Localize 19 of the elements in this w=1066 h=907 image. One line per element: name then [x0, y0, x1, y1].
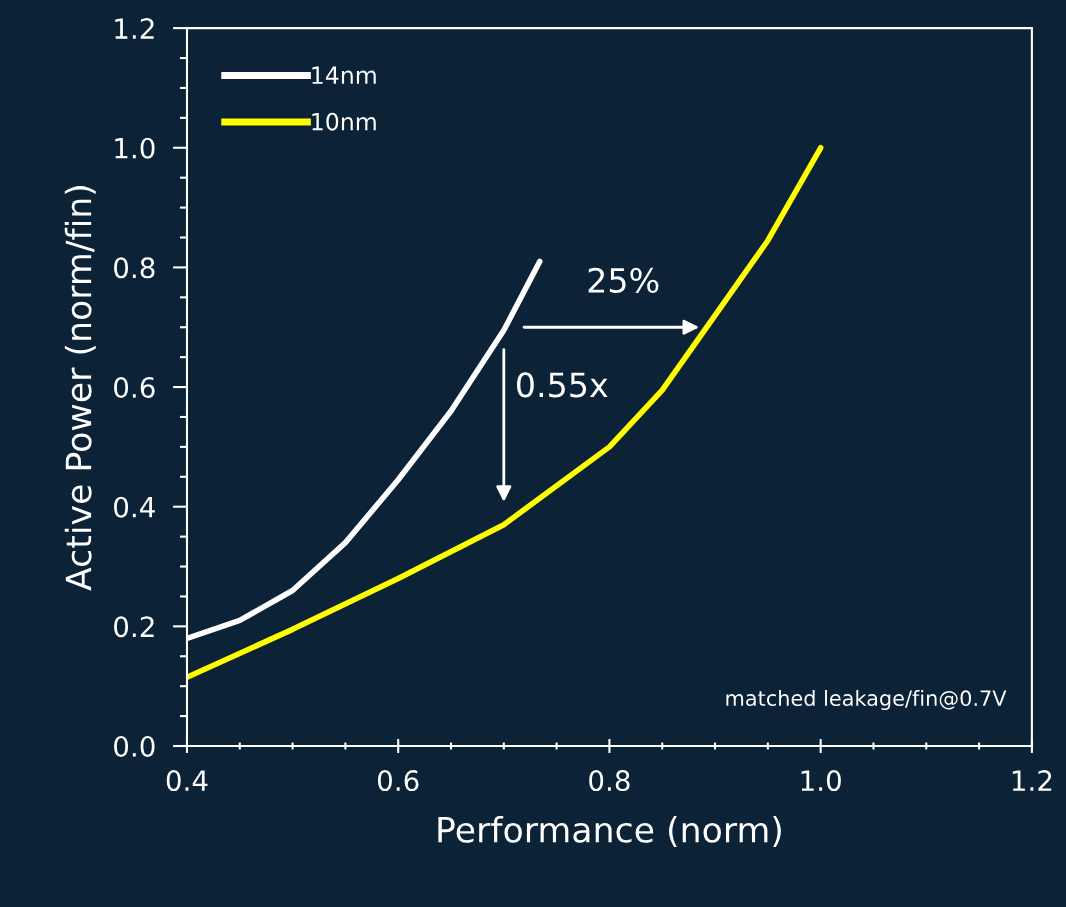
y-tick-label: 0.4 — [114, 496, 155, 518]
annotation: 0.55x — [517, 372, 608, 398]
y-tick-label: 0.2 — [114, 616, 154, 638]
annotation: 25% — [588, 267, 659, 293]
y-tick-label: 1.2 — [115, 18, 154, 39]
x-tick-label: 0.8 — [589, 770, 630, 792]
x-axis-title: Performance (norm) — [438, 815, 781, 847]
x-tick-label: 1.2 — [1012, 770, 1052, 791]
y-tick-label: 1.0 — [115, 137, 155, 159]
y-tick-label: 0.6 — [114, 377, 155, 399]
y-axis-title: Active Power (norm/fin) — [64, 186, 96, 591]
legend-label: 10nm — [312, 112, 376, 131]
annotation: matched leakage/fin@0.7V — [726, 689, 1007, 711]
x-tick-label: 0.6 — [377, 770, 419, 792]
legend-label: 14nm — [312, 66, 376, 84]
x-tick-label: 0.4 — [166, 770, 208, 792]
x-tick-label: 1.0 — [801, 770, 841, 792]
y-tick-label: 0.0 — [114, 735, 155, 757]
y-tick-label: 0.8 — [114, 257, 155, 279]
